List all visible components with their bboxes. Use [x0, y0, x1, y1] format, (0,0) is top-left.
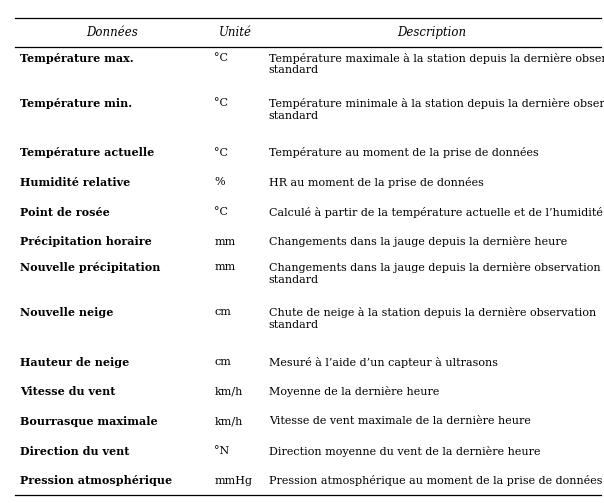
- Text: Pression atmosphérique: Pression atmosphérique: [20, 475, 172, 486]
- Text: Nouvelle neige: Nouvelle neige: [20, 307, 114, 318]
- Text: km/h: km/h: [214, 387, 243, 397]
- Text: %: %: [214, 178, 225, 188]
- Text: °C: °C: [214, 53, 228, 63]
- Text: Description: Description: [397, 26, 466, 39]
- Text: Température minimale à la station depuis la dernière observation
standard: Température minimale à la station depuis…: [269, 98, 604, 121]
- Text: Calculé à partir de la température actuelle et de l’humidité relative: Calculé à partir de la température actue…: [269, 207, 604, 218]
- Text: Température actuelle: Température actuelle: [20, 147, 154, 158]
- Text: Données: Données: [86, 26, 138, 39]
- Text: mm: mm: [214, 262, 236, 272]
- Text: Direction du vent: Direction du vent: [20, 446, 129, 457]
- Text: Vitesse de vent maximale de la dernière heure: Vitesse de vent maximale de la dernière …: [269, 416, 531, 427]
- Text: Moyenne de la dernière heure: Moyenne de la dernière heure: [269, 386, 439, 397]
- Text: Pression atmosphérique au moment de la prise de données: Pression atmosphérique au moment de la p…: [269, 475, 602, 486]
- Text: Température maximale à la station depuis la dernière observation
standard: Température maximale à la station depuis…: [269, 53, 604, 75]
- Text: °C: °C: [214, 98, 228, 108]
- Text: Précipitation horaire: Précipitation horaire: [20, 236, 152, 247]
- Text: mmHg: mmHg: [214, 476, 252, 485]
- Text: Point de rosée: Point de rosée: [20, 207, 110, 218]
- Text: km/h: km/h: [214, 416, 243, 427]
- Text: Hauteur de neige: Hauteur de neige: [20, 357, 129, 368]
- Text: Direction moyenne du vent de la dernière heure: Direction moyenne du vent de la dernière…: [269, 446, 541, 457]
- Text: °C: °C: [214, 148, 228, 158]
- Text: Mesuré à l’aide d’un capteur à ultrasons: Mesuré à l’aide d’un capteur à ultrasons: [269, 357, 498, 368]
- Text: Température min.: Température min.: [20, 98, 132, 109]
- Text: cm: cm: [214, 357, 231, 367]
- Text: cm: cm: [214, 307, 231, 317]
- Text: Humidité relative: Humidité relative: [20, 177, 130, 188]
- Text: Bourrasque maximale: Bourrasque maximale: [20, 416, 158, 427]
- Text: Chute de neige à la station depuis la dernière observation
standard: Chute de neige à la station depuis la de…: [269, 307, 596, 330]
- Text: Changements dans la jauge depuis la dernière observation
standard: Changements dans la jauge depuis la dern…: [269, 262, 600, 285]
- Text: °N: °N: [214, 446, 230, 456]
- Text: Nouvelle précipitation: Nouvelle précipitation: [20, 262, 160, 273]
- Text: Unité: Unité: [219, 26, 252, 39]
- Text: Vitesse du vent: Vitesse du vent: [20, 386, 115, 397]
- Text: °C: °C: [214, 207, 228, 217]
- Text: mm: mm: [214, 237, 236, 246]
- Text: Changements dans la jauge depuis la dernière heure: Changements dans la jauge depuis la dern…: [269, 236, 567, 247]
- Text: Température max.: Température max.: [20, 53, 133, 64]
- Text: Température au moment de la prise de données: Température au moment de la prise de don…: [269, 147, 539, 158]
- Text: HR au moment de la prise de données: HR au moment de la prise de données: [269, 177, 484, 188]
